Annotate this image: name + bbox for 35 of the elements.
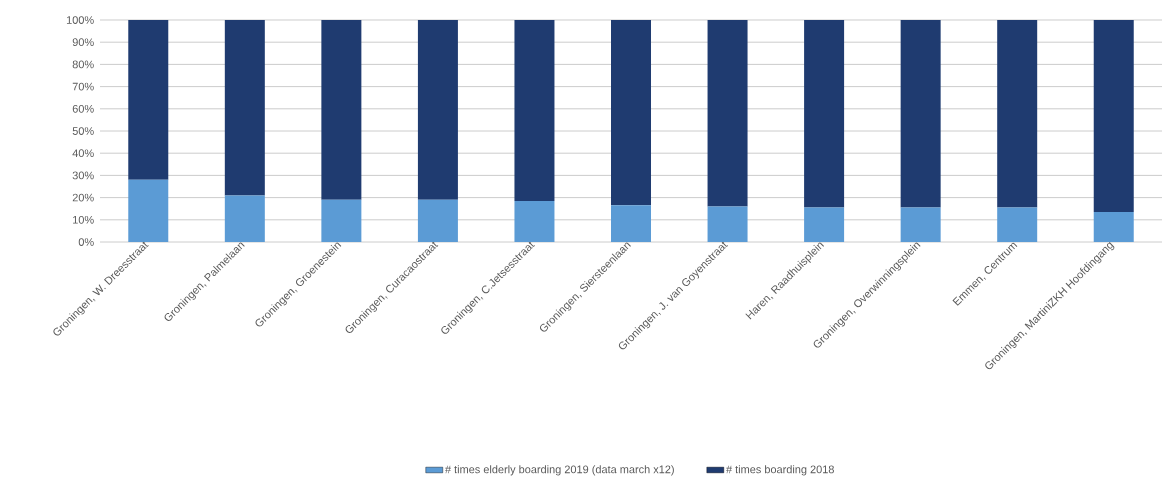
bar — [611, 20, 651, 206]
bar — [514, 200, 555, 242]
bar — [707, 206, 748, 242]
bar — [128, 179, 169, 242]
bar — [611, 205, 651, 242]
legend-label: # times elderly boarding 2019 (data march x12) — [445, 465, 674, 476]
bar — [804, 207, 845, 242]
y-tick-label: 80% — [72, 60, 94, 69]
y-tick-label: 10% — [73, 215, 94, 224]
y-tick-label: 50% — [72, 127, 94, 135]
bar — [224, 20, 265, 196]
legend-label: # times boarding 2018 — [726, 465, 834, 476]
bar — [1093, 20, 1134, 213]
y-tick-label: 20% — [72, 193, 94, 202]
bar — [224, 195, 265, 242]
y-tick-label: 30% — [72, 171, 94, 180]
bar — [417, 199, 458, 242]
bar — [900, 20, 941, 208]
bar — [707, 20, 748, 207]
bar — [804, 20, 845, 208]
bar — [1093, 212, 1134, 242]
bar — [321, 20, 362, 200]
bar — [514, 20, 555, 201]
y-tick-label: 40% — [72, 149, 94, 158]
bar — [417, 20, 458, 200]
bar — [900, 207, 941, 242]
bar — [997, 207, 1038, 242]
bar — [997, 20, 1038, 208]
y-tick-label: 0% — [78, 238, 94, 246]
y-tick-label: 70% — [72, 82, 94, 91]
bar — [321, 199, 362, 242]
y-tick-label: 90% — [72, 38, 94, 47]
bar — [128, 20, 169, 180]
y-tick-label: 100% — [66, 16, 94, 24]
y-tick-label: 60% — [72, 104, 94, 113]
